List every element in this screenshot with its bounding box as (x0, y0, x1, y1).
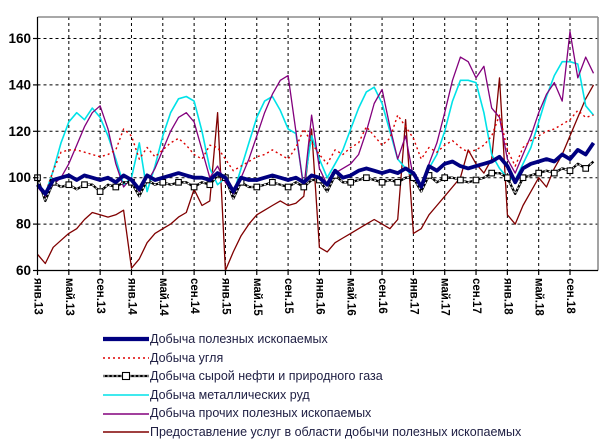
svg-text:сен.13: сен.13 (94, 278, 106, 314)
legend-label-total-mining: Добыча полезных ископаемых (150, 332, 328, 346)
series-total-mining (36, 141, 596, 196)
legend-label-coal: Добыча угля (150, 350, 224, 365)
svg-text:май.15: май.15 (251, 278, 263, 316)
svg-text:май.16: май.16 (345, 278, 357, 316)
svg-text:80: 80 (16, 217, 31, 232)
series-mining-services (37, 77, 595, 272)
legend-swatch-oil-gas (103, 372, 149, 381)
legend-item-mining-services: Предоставление услуг в области добычи по… (0, 423, 616, 442)
svg-text:сен.18: сен.18 (564, 278, 576, 314)
chart-legend: Добыча полезных ископаемых Добыча угля Д… (0, 330, 616, 442)
svg-text:янв.17: янв.17 (407, 278, 419, 315)
svg-text:май.17: май.17 (439, 278, 451, 316)
svg-text:160: 160 (8, 31, 31, 46)
x-axis-labels: янв.13 май.13 сен.13 янв.14 май.14 сен.14 янв.… (32, 278, 577, 316)
svg-text:янв.15: янв.15 (219, 278, 231, 315)
svg-text:янв.13: янв.13 (32, 278, 44, 315)
series-coal (36, 109, 594, 195)
svg-text:май.14: май.14 (157, 278, 169, 316)
plot-border (37, 16, 599, 271)
legend-swatch-total-mining (103, 337, 149, 342)
svg-text:60: 60 (16, 263, 31, 278)
legend-swatch-coal (103, 357, 149, 359)
legend-label-mining-services: Предоставление услуг в области добычи по… (150, 424, 522, 439)
legend-swatch-other-minerals (103, 412, 149, 415)
svg-text:янв.18: янв.18 (501, 278, 513, 315)
legend-label-other-minerals: Добыча прочих полезных ископаемых (150, 406, 372, 421)
svg-text:сен.16: сен.16 (376, 278, 388, 314)
legend-item-total-mining: Добыча полезных ископаемых (0, 330, 616, 349)
legend-swatch-mining-services (103, 431, 149, 433)
legend-item-metal-ores: Добыча металлических руд (0, 386, 616, 405)
legend-label-oil-gas: Добыча сырой нефти и природного газа (150, 369, 383, 384)
svg-text:май.18: май.18 (533, 278, 545, 316)
svg-text:140: 140 (8, 77, 31, 92)
legend-swatch-metal-ores (103, 394, 149, 396)
axes (33, 17, 598, 275)
svg-text:янв.16: янв.16 (313, 278, 325, 315)
svg-text:сен.14: сен.14 (188, 278, 200, 314)
legend-item-other-minerals: Добыча прочих полезных ископаемых (0, 404, 616, 423)
svg-text:сен.17: сен.17 (470, 278, 482, 314)
legend-label-metal-ores: Добыча металлических руд (150, 387, 310, 402)
gridlines (37, 17, 598, 271)
legend-item-coal: Добыча угля (0, 349, 616, 368)
svg-text:май.13: май.13 (63, 278, 75, 316)
legend-item-oil-gas: Добыча сырой нефти и природного газа (0, 367, 616, 386)
line-chart: 60 80 100 120 140 160 янв.13 май.13 сен.13 янв.14… (8, 16, 599, 316)
y-axis-labels: 60 80 100 120 140 160 (8, 31, 31, 278)
svg-text:сен.15: сен.15 (282, 278, 294, 314)
svg-text:янв.14: янв.14 (125, 278, 137, 315)
svg-text:100: 100 (8, 170, 31, 185)
svg-text:120: 120 (8, 124, 31, 139)
